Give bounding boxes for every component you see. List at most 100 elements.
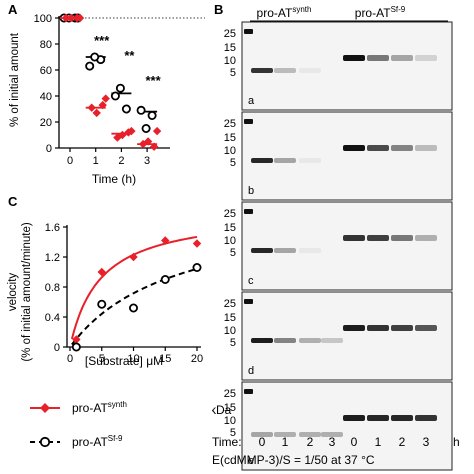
band-sf9 [367,325,389,331]
mw-tick-label: 25 [224,298,236,310]
data-point-sf9 [192,263,202,273]
data-point-sf9 [110,91,120,101]
band-synth [274,248,296,253]
time-value: 2 [307,435,314,449]
band-synth [251,432,273,437]
x-tick-label: 10 [127,353,139,365]
data-point-synth [192,239,202,248]
time-label: Time: [212,435,242,449]
gel-label: a [248,95,255,107]
mw-tick-label: 15 [224,42,236,54]
mw-tick-label: 5 [230,157,236,169]
panel-letter-b: B [214,2,224,17]
time-unit: h [453,435,460,449]
band-sf9 [415,325,437,331]
mw-tick-label: 25 [224,28,236,40]
mw-tick-label: 5 [230,67,236,79]
chart-a-xlabel: Time (h) [92,172,136,186]
mw-tick-label: 25 [224,208,236,220]
band-sf9 [415,145,437,151]
data-point-sf9 [115,83,125,93]
y-tick-label: 100 [34,13,52,25]
x-tick-label: 15 [159,353,171,365]
y-tick-label: 60 [40,65,52,77]
band-synth [274,338,296,343]
data-point-sf9 [136,105,146,115]
data-point-synth [143,137,153,146]
band-synth [251,248,273,253]
band-sf9 [343,415,365,421]
legend-marker-synth [40,403,50,413]
gel-header-sf9: pro-ATSf-9 [355,5,406,20]
band-synth [274,432,296,437]
mw-tick-label: 10 [224,145,236,157]
band-synth [299,68,321,73]
data-point-synth [101,94,110,103]
data-point-synth [92,108,101,118]
band-sf9 [415,415,437,421]
time-value: 2 [399,435,406,449]
time-value: 1 [282,435,289,449]
chart-legend: pro-ATsynth pro-ATSf-9 [30,400,127,449]
band-sf9 [391,55,413,61]
band-sf9 [367,55,389,61]
significance-mark: ** [124,48,135,63]
band-synth [251,68,273,73]
gel-frame [241,381,453,471]
x-tick-label: 0 [67,353,73,365]
western-blot-panel: pro-ATsynth pro-ATSf-9 2515105a2515105b2… [212,5,460,471]
gel-label: d [248,365,254,377]
band-sf9 [343,145,365,151]
data-point-sf9 [97,299,107,309]
band-sf9 [343,325,365,331]
y-tick-label: 0.4 [45,312,60,324]
time-value: 3 [423,435,430,449]
band-synth [251,338,273,343]
data-point-synth [97,267,106,277]
ladder-band [244,299,253,304]
gel-label: c [248,275,254,287]
gel-footer: E(cdMMP-3)/S = 1/50 at 37 °C [212,453,375,467]
band-synth [299,338,321,343]
chart-c-ylabel-line1: velocity [7,273,19,312]
data-point-synth [66,13,76,23]
ladder-band [244,119,253,124]
data-point-sf9 [71,342,81,352]
band-sf9 [391,415,413,421]
mw-tick-label: 25 [224,118,236,130]
gel-frame [241,291,453,381]
gel-header-synth: pro-ATsynth [257,5,312,20]
data-point-sf9 [128,303,138,313]
band-sf9 [367,235,389,241]
band-synth [321,432,343,437]
data-point-synth [118,130,127,140]
data-point-sf9 [85,61,95,71]
time-value: 0 [259,435,266,449]
band-sf9 [391,145,413,151]
data-point-sf9 [147,111,157,121]
ladder-band [244,389,253,394]
gel-label: e [248,455,254,467]
fit-curve-synth [70,235,198,340]
y-tick-label: 80 [40,39,52,51]
legend-marker-sf9 [39,436,51,448]
chart-a-ylabel: % of initial amount [9,32,21,127]
mw-tick-label: 25 [224,388,236,400]
data-point-sf9 [121,104,131,114]
data-point-synth [161,236,170,245]
band-sf9 [367,415,389,421]
mw-tick-label: 10 [224,235,236,247]
y-tick-label: 40 [40,91,52,103]
ladder-band [244,209,253,214]
band-synth [274,68,296,73]
data-point-synth [127,126,136,136]
mw-tick-label: 15 [224,312,236,324]
mw-tick-label: 10 [224,325,236,337]
band-synth [251,158,273,163]
mw-tick-label: 15 [224,222,236,234]
